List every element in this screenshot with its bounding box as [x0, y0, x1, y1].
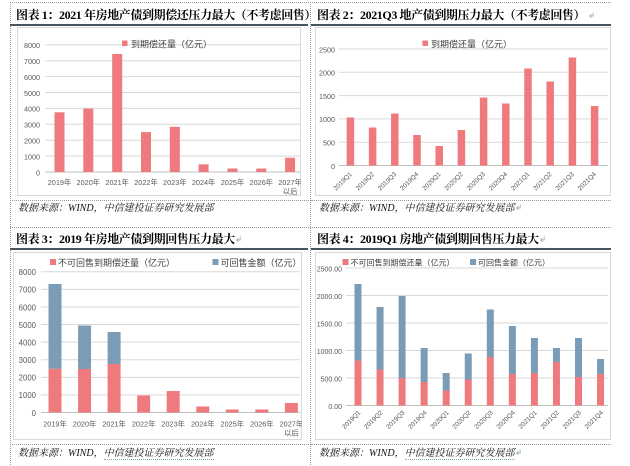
svg-text:2026年: 2026年: [250, 420, 274, 429]
svg-text:2022年: 2022年: [134, 178, 158, 187]
svg-text:4000: 4000: [24, 105, 40, 114]
svg-text:0: 0: [36, 168, 40, 177]
svg-text:不可回售到期偿还量（亿元）: 不可回售到期偿还量（亿元）: [351, 258, 455, 269]
svg-text:2000: 2000: [24, 137, 40, 146]
svg-text:2500: 2500: [319, 45, 335, 54]
svg-text:2026年: 2026年: [250, 178, 274, 187]
svg-text:3000: 3000: [19, 356, 37, 365]
svg-text:2019年: 2019年: [48, 178, 72, 187]
svg-text:2021年: 2021年: [102, 420, 126, 429]
svg-text:到期偿还量（亿元）: 到期偿还量（亿元）: [131, 38, 212, 51]
svg-text:2027年: 2027年: [278, 178, 301, 187]
svg-text:可回售金额（亿元）: 可回售金额（亿元）: [221, 256, 302, 269]
svg-text:1000.00: 1000.00: [317, 349, 342, 356]
svg-text:3000: 3000: [24, 121, 40, 130]
svg-text:6000: 6000: [19, 303, 37, 312]
svg-text:7000: 7000: [24, 57, 40, 66]
svg-text:2025年: 2025年: [221, 178, 245, 187]
svg-text:2022年: 2022年: [132, 420, 156, 429]
svg-text:到期偿还量（亿元）: 到期偿还量（亿元）: [431, 38, 512, 51]
svg-text:5000: 5000: [24, 89, 40, 98]
svg-text:1500.00: 1500.00: [317, 321, 342, 328]
svg-text:0: 0: [331, 162, 335, 171]
svg-text:8000: 8000: [24, 41, 40, 50]
svg-text:1000: 1000: [24, 152, 40, 161]
svg-text:2027年: 2027年: [280, 420, 302, 429]
svg-text:0: 0: [32, 409, 37, 418]
svg-text:2019年: 2019年: [43, 420, 67, 429]
svg-text:2000: 2000: [319, 69, 335, 78]
svg-text:8000: 8000: [19, 268, 37, 277]
svg-text:2021年: 2021年: [105, 178, 129, 187]
svg-text:1000: 1000: [19, 391, 37, 400]
svg-text:2500.00: 2500.00: [317, 266, 342, 273]
svg-text:2000: 2000: [19, 374, 37, 383]
svg-text:2023年: 2023年: [163, 178, 187, 187]
svg-text:以后: 以后: [284, 429, 299, 439]
svg-text:5000: 5000: [19, 321, 37, 330]
svg-text:2020年: 2020年: [77, 178, 101, 187]
svg-text:2024年: 2024年: [191, 420, 215, 429]
svg-text:2024年: 2024年: [192, 178, 216, 187]
svg-text:4000: 4000: [19, 338, 37, 347]
svg-text:500: 500: [323, 139, 335, 148]
svg-text:1000: 1000: [319, 115, 335, 124]
svg-text:以后: 以后: [283, 187, 298, 196]
svg-text:2025年: 2025年: [221, 420, 245, 429]
svg-text:500.00: 500.00: [321, 376, 343, 383]
svg-text:0.00: 0.00: [328, 404, 342, 411]
svg-text:2000.00: 2000.00: [317, 294, 342, 301]
svg-text:可回售金额（亿元）: 可回售金额（亿元）: [478, 258, 550, 269]
svg-text:不可回售到期偿还量（亿元）: 不可回售到期偿还量（亿元）: [58, 256, 175, 269]
svg-text:2020年: 2020年: [73, 420, 97, 429]
svg-text:6000: 6000: [24, 73, 40, 82]
svg-text:2023年: 2023年: [161, 420, 185, 429]
svg-text:7000: 7000: [19, 286, 37, 295]
svg-text:1500: 1500: [319, 92, 335, 101]
